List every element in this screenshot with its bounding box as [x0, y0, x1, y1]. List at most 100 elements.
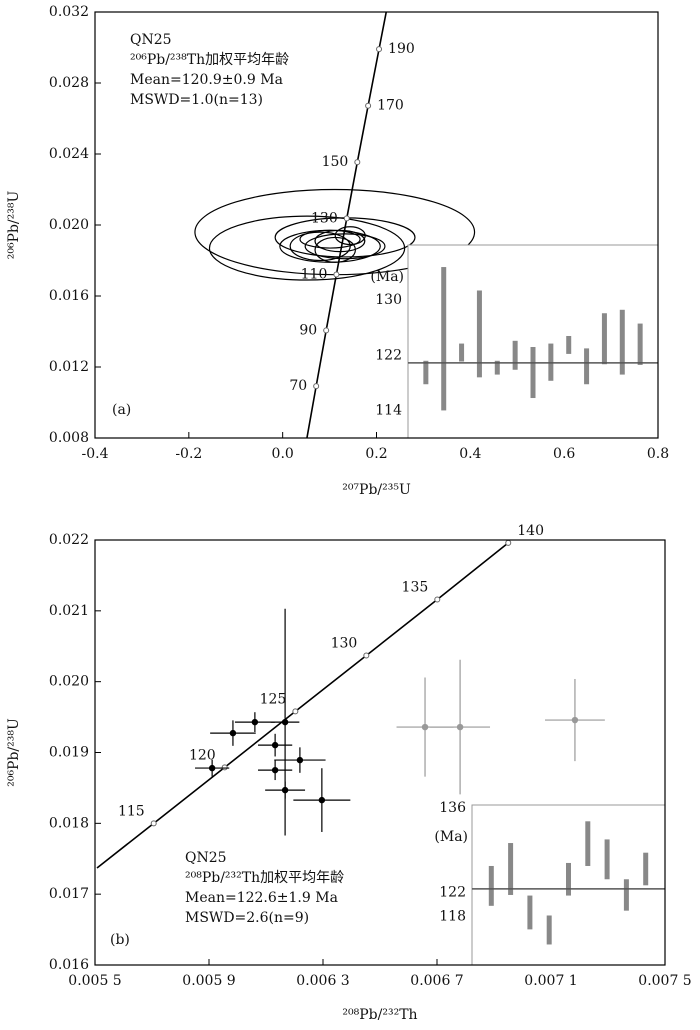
y-tick-label: 0.016: [49, 957, 89, 973]
x-tick-label: 0.006 3: [296, 973, 349, 989]
concordia-age-label: 120: [189, 747, 216, 763]
annotation: ²⁰⁶Pb/²³⁸Th加权平均年龄: [130, 52, 289, 68]
x-axis-label: ²⁰⁷Pb/²³⁵U: [342, 482, 411, 498]
y-tick-label: 0.018: [49, 815, 89, 831]
data-point: [251, 718, 259, 726]
plot-frame: [94, 11, 659, 439]
inset-age-bar: [604, 839, 610, 880]
inset-axis-label: (Ma): [370, 269, 404, 285]
y-tick-label: 0.021: [49, 603, 89, 619]
y-axis-label: ²⁰⁶Pb/²³⁸U: [6, 718, 22, 787]
inset-age-bar: [643, 852, 649, 886]
concordia-age-label: 130: [331, 635, 358, 651]
panel-label: (a): [112, 402, 131, 418]
y-tick-label: 0.017: [49, 886, 89, 902]
concordia-age-label: 190: [388, 41, 415, 57]
concordia-age-marker: [365, 102, 372, 109]
concordia-age-label: 110: [301, 267, 328, 283]
x-tick-label: 0.0: [272, 446, 294, 462]
inset-age-bar: [601, 313, 607, 365]
concordia-age-label: 115: [118, 803, 145, 819]
concordia-age-label: 130: [311, 210, 338, 226]
y-tick-label: 0.012: [49, 359, 89, 375]
y-tick-label: 0.019: [49, 745, 89, 761]
plot-frame: [94, 539, 666, 966]
y-tick-label: 0.024: [49, 146, 89, 162]
concordia-age-marker: [354, 159, 361, 166]
x-tick-label: 0.4: [459, 446, 481, 462]
error-ellipse: [299, 229, 361, 249]
concordia-age-marker: [343, 215, 350, 222]
concordia-age-marker: [363, 652, 370, 659]
inset-age-bar: [546, 915, 552, 945]
concordia-age-marker: [505, 540, 512, 546]
data-point: [271, 741, 279, 749]
x-tick-label: 0.007 1: [524, 973, 577, 989]
x-tick-label: 0.6: [553, 446, 575, 462]
data-point: [208, 764, 216, 772]
concordia-age-label: 170: [377, 98, 404, 114]
inset-age-bar: [530, 347, 536, 399]
panel-label: (b): [110, 932, 130, 948]
x-tick-label: 0.005 5: [68, 973, 121, 989]
inset-age-bar: [585, 821, 591, 866]
data-point: [421, 723, 429, 731]
data-point: [456, 723, 464, 731]
concordia-age-marker: [150, 820, 157, 827]
concordia-age-marker: [333, 271, 340, 278]
data-point: [571, 716, 579, 724]
concordia-age-label: 125: [260, 691, 287, 707]
y-tick-label: 0.020: [49, 217, 89, 233]
concordia-age-marker: [221, 764, 228, 771]
inset-age-bar: [476, 290, 482, 378]
inset-age-bar: [488, 865, 494, 906]
y-tick-label: 0.032: [49, 4, 89, 20]
data-point: [271, 766, 279, 774]
data-point: [281, 786, 289, 794]
inset-tick-label: 130: [375, 292, 402, 308]
annotation: QN25: [185, 850, 227, 866]
inset-age-bar: [619, 309, 625, 375]
inset-age-bar: [566, 335, 572, 354]
concordia-age-marker: [292, 708, 299, 715]
annotation: Mean=122.6±1.9 Ma: [185, 890, 338, 906]
inset-age-bar: [512, 340, 518, 370]
x-tick-label: 0.8: [647, 446, 669, 462]
inset-age-bar: [623, 879, 629, 911]
inset-tick-label: 122: [439, 885, 466, 901]
concordia-age-marker: [376, 46, 383, 53]
annotation: Mean=120.9±0.9 Ma: [130, 72, 283, 88]
y-tick-label: 0.008: [49, 430, 89, 446]
inset-tick-label: 122: [375, 347, 402, 363]
x-axis-label: ²⁰⁸Pb/²³²Th: [342, 1007, 417, 1023]
y-tick-label: 0.016: [49, 288, 89, 304]
y-tick-label: 0.028: [49, 75, 89, 91]
data-point: [281, 718, 289, 726]
annotation: MSWD=2.6(n=9): [185, 910, 309, 926]
concordia-age-label: 140: [517, 523, 544, 539]
inset-age-bar: [508, 843, 514, 895]
inset-age-bar: [423, 360, 429, 385]
x-tick-label: 0.006 7: [410, 973, 463, 989]
concordia-age-label: 90: [299, 322, 317, 338]
annotation: MSWD=1.0(n=13): [130, 92, 263, 108]
x-tick-label: 0.007 5: [638, 973, 691, 989]
concordia-age-marker: [313, 383, 320, 390]
inset-tick-label: 114: [375, 402, 402, 418]
inset-tick-label: 118: [439, 909, 466, 925]
inset-axis-label: (Ma): [434, 829, 468, 845]
inset-age-bar: [566, 862, 571, 896]
inset-age-bar: [494, 360, 500, 375]
inset-age-bar: [527, 895, 533, 930]
concordia-age-marker: [323, 327, 330, 334]
plot-area: [194, 12, 476, 438]
concordia-curve: [96, 542, 509, 869]
data-point: [229, 729, 237, 737]
concordia-age-label: 135: [402, 580, 429, 596]
data-point: [296, 756, 304, 764]
plot-area: [96, 540, 605, 869]
annotation: ²⁰⁸Pb/²³²Th加权平均年龄: [185, 870, 344, 886]
y-axis-label: ²⁰⁶Pb/²³⁸U: [6, 191, 22, 260]
concordia-age-label: 70: [289, 378, 307, 394]
